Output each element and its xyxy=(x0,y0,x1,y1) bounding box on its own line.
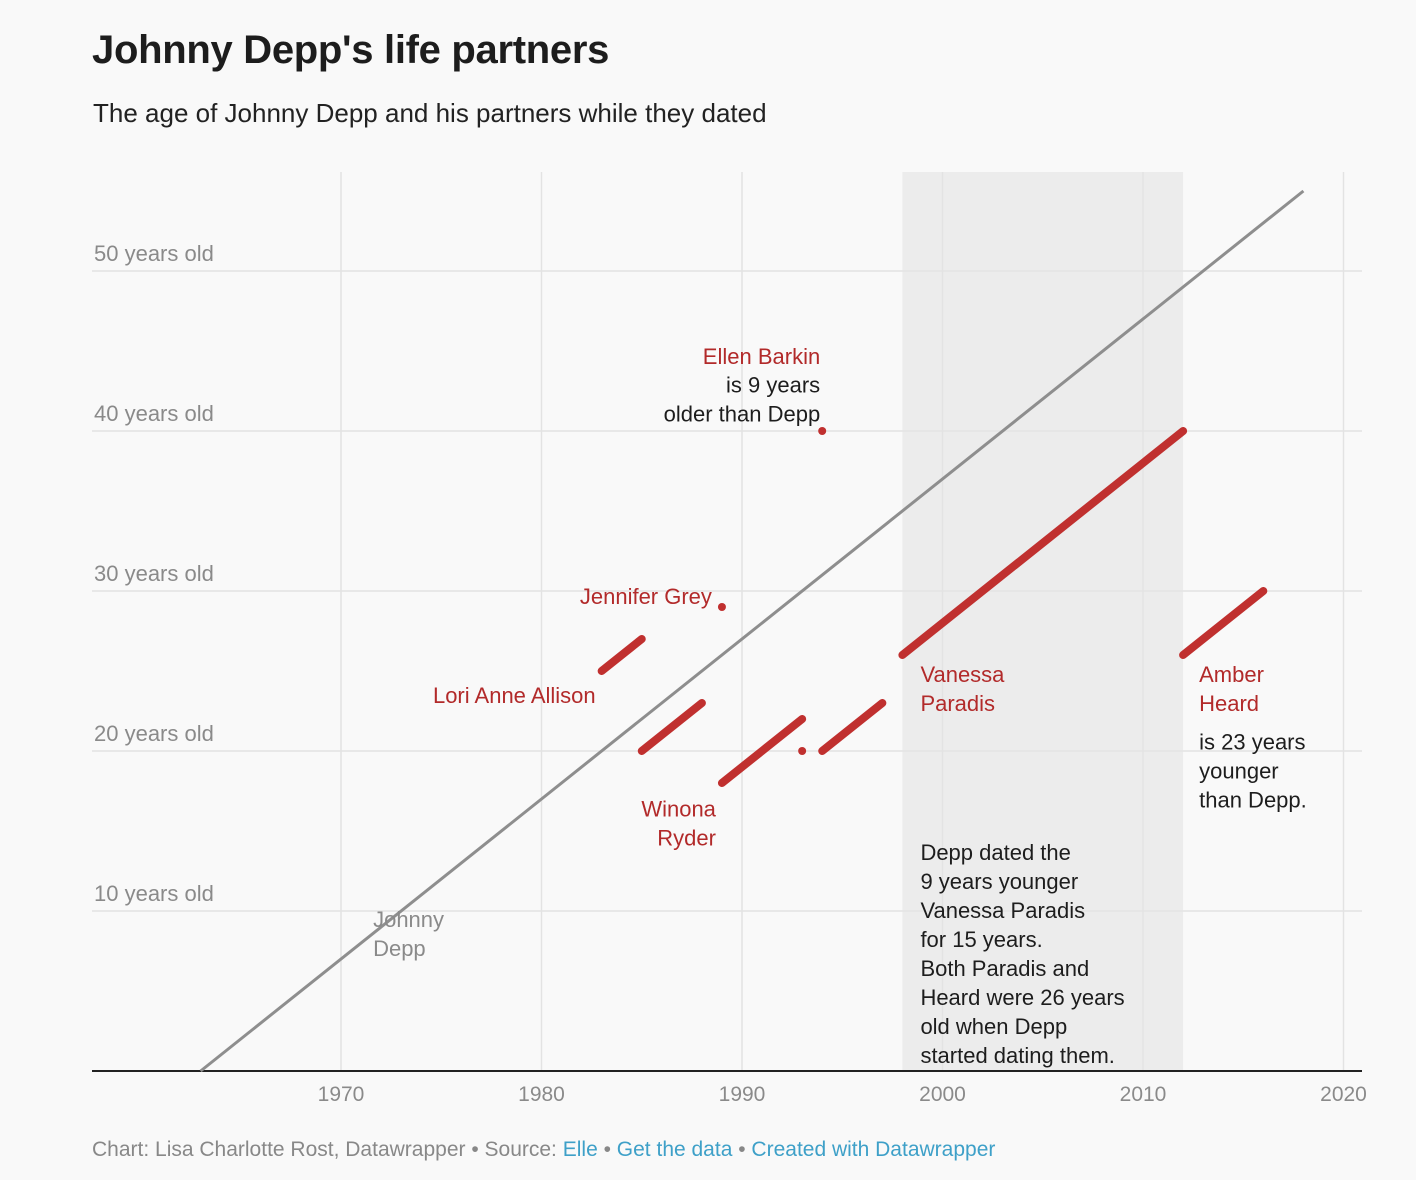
x-tick-label: 1970 xyxy=(318,1083,365,1106)
annotation-line: older than Depp xyxy=(664,402,821,427)
source-link[interactable]: Elle xyxy=(562,1138,598,1161)
chart-annotation: Depp dated the 9 years younger Vanessa Par… xyxy=(920,840,1124,1068)
annotation-line: Heard were 26 years xyxy=(920,985,1124,1010)
chart-annotation: Ellen Barkin xyxy=(703,344,820,369)
partner-point xyxy=(818,427,827,435)
y-tick-label: 10 years old xyxy=(94,881,214,906)
footer-separator: • xyxy=(597,1138,617,1161)
annotation-layer: Ellen Barkin is 9 years older than Depp Jen… xyxy=(373,344,1307,1068)
partner-segment xyxy=(637,699,706,755)
x-tick-label: 1980 xyxy=(518,1083,565,1106)
axis-layer: 1970 1980 1990 2000 2010 2020 10 years old 20 y… xyxy=(92,241,1367,1106)
chart-annotation: is 9 years older than Depp xyxy=(664,373,821,427)
partner-point xyxy=(798,747,807,755)
x-tick-label: 1990 xyxy=(719,1083,766,1106)
annotation-line: Amber xyxy=(1199,662,1264,687)
chart-footer: Chart: Lisa Charlotte Rost, Datawrapper … xyxy=(92,1138,995,1162)
chart-annotation: Amber Heard xyxy=(1199,662,1264,716)
annotation-line: younger xyxy=(1199,758,1279,783)
x-tick-label: 2010 xyxy=(1120,1083,1167,1106)
partner-segment xyxy=(1179,587,1268,659)
annotation-line: Depp xyxy=(373,936,426,961)
annotation-line: Vanessa xyxy=(920,662,1005,687)
datawrapper-link[interactable]: Created with Datawrapper xyxy=(751,1138,996,1161)
chart-annotation: Lori Anne Allison xyxy=(433,683,596,708)
footer-credit: Chart: Lisa Charlotte Rost, Datawrapper … xyxy=(92,1138,563,1161)
chart-annotation: Vanessa Paradis xyxy=(920,662,1005,716)
annotation-line: Winona xyxy=(641,797,716,822)
annotation-line: started dating them. xyxy=(920,1043,1114,1068)
get-data-link[interactable]: Get the data xyxy=(616,1138,733,1161)
annotation-line: is 23 years xyxy=(1199,729,1305,754)
partner-segment xyxy=(717,715,807,787)
partner-segment xyxy=(597,635,646,675)
annotation-line: Ryder xyxy=(657,826,716,851)
partner-segment xyxy=(818,699,887,755)
annotation-line: 9 years younger xyxy=(920,869,1078,894)
x-tick-label: 2020 xyxy=(1320,1083,1367,1106)
chart-subtitle: The age of Johnny Depp and his partners … xyxy=(93,98,767,128)
y-tick-label: 20 years old xyxy=(94,721,214,746)
partner-segment xyxy=(898,427,1188,659)
chart-annotation: Jennifer Grey xyxy=(580,584,712,609)
annotation-line: is 9 years xyxy=(726,373,820,398)
annotation-line: Heard xyxy=(1199,691,1259,716)
depp-age-line xyxy=(199,189,1305,1073)
partner-lines-layer xyxy=(597,427,1268,787)
annotation-line: than Depp. xyxy=(1199,787,1307,812)
chart-annotation: is 23 years younger than Depp. xyxy=(1199,729,1307,812)
y-tick-label: 50 years old xyxy=(94,241,214,266)
y-tick-label: 40 years old xyxy=(94,401,214,426)
annotation-line: Lori Anne Allison xyxy=(433,683,596,708)
annotation-line: old when Depp xyxy=(920,1014,1067,1039)
chart-annotation: Winona Ryder xyxy=(641,797,716,851)
annotation-line: Paradis xyxy=(920,691,995,716)
annotation-line: for 15 years. xyxy=(920,927,1042,952)
x-tick-label: 2000 xyxy=(919,1083,966,1106)
chart-annotation: Johnny Depp xyxy=(373,907,444,961)
annotation-line: Vanessa Paradis xyxy=(920,898,1085,923)
y-tick-label: 30 years old xyxy=(94,561,214,586)
annotation-line: Ellen Barkin xyxy=(703,344,820,369)
partner-point xyxy=(717,603,726,611)
annotation-line: Depp dated the xyxy=(920,840,1070,865)
annotation-line: Jennifer Grey xyxy=(580,584,712,609)
footer-separator: • xyxy=(732,1138,752,1161)
annotation-line: Johnny xyxy=(373,907,444,932)
annotation-line: Both Paradis and xyxy=(920,956,1089,981)
chart-title: Johnny Depp's life partners xyxy=(92,28,610,72)
chart-canvas: 1970 1980 1990 2000 2010 2020 10 years old 20 y… xyxy=(92,172,1367,1106)
depp-line-layer xyxy=(199,189,1305,1073)
